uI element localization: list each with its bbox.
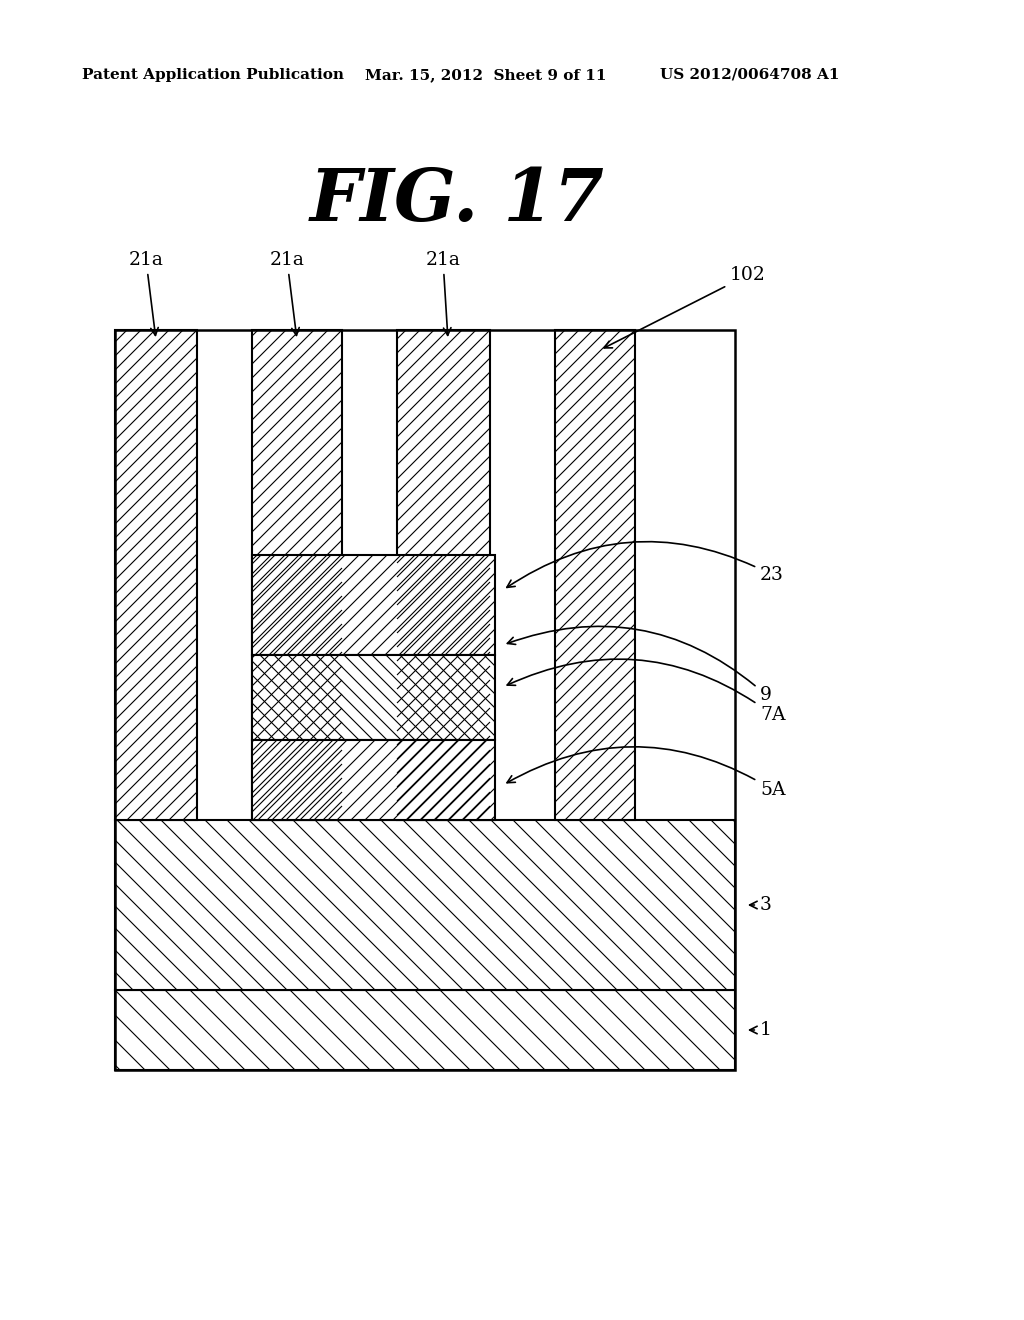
Text: 7A: 7A: [507, 659, 785, 723]
Text: FIG. 17: FIG. 17: [310, 165, 605, 236]
Text: 1: 1: [750, 1020, 772, 1039]
Bar: [252, 554, 495, 655]
Bar: [252, 330, 342, 820]
Bar: [252, 741, 495, 820]
Bar: [252, 655, 495, 741]
Text: 23: 23: [507, 541, 784, 587]
Text: 3: 3: [750, 896, 772, 913]
Bar: [397, 330, 490, 820]
Text: Patent Application Publication: Patent Application Publication: [82, 69, 344, 82]
Text: 5A: 5A: [507, 747, 785, 799]
Bar: [115, 330, 735, 1071]
Bar: [555, 330, 635, 820]
Text: 21a: 21a: [269, 251, 304, 335]
Bar: [115, 330, 197, 820]
Text: 21a: 21a: [129, 251, 164, 335]
Text: US 2012/0064708 A1: US 2012/0064708 A1: [660, 69, 840, 82]
Text: 102: 102: [604, 267, 766, 348]
Text: Mar. 15, 2012  Sheet 9 of 11: Mar. 15, 2012 Sheet 9 of 11: [365, 69, 606, 82]
Text: 21a: 21a: [426, 251, 461, 335]
Bar: [115, 990, 735, 1071]
Bar: [115, 820, 735, 990]
Text: 9: 9: [507, 626, 772, 704]
